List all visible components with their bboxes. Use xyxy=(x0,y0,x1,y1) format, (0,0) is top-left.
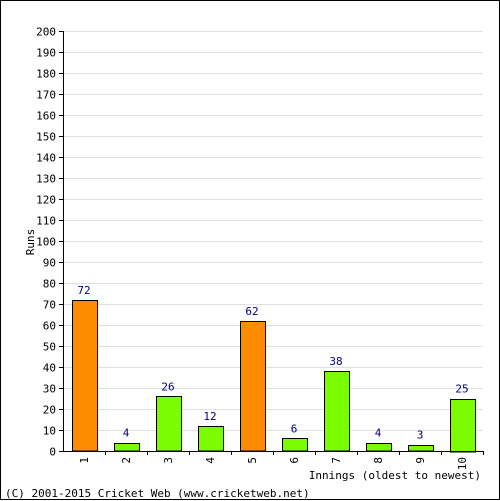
y-axis-label: Runs xyxy=(24,229,37,256)
x-tick-label: 8 xyxy=(372,457,385,464)
x-tick-label: 1 xyxy=(78,457,91,464)
gridlines xyxy=(63,31,483,431)
y-tick-label: 90 xyxy=(43,257,56,270)
y-tick-label: 110 xyxy=(36,215,56,228)
x-tick-label: 2 xyxy=(120,457,133,464)
x-tick-label: 4 xyxy=(204,457,217,464)
x-tick-label: 9 xyxy=(414,457,427,464)
y-tick-label: 10 xyxy=(43,425,56,438)
y-tick-label: 120 xyxy=(36,194,56,207)
y-tick-label: 50 xyxy=(43,341,56,354)
x-tick-label: 10 xyxy=(456,457,469,470)
y-tick-label: 150 xyxy=(36,131,56,144)
y-tick-label: 200 xyxy=(36,26,56,39)
y-tick-label: 60 xyxy=(43,320,56,333)
x-axis-label: Innings (oldest to newest) xyxy=(309,469,481,482)
x-tick-label: 5 xyxy=(246,457,259,464)
y-tick-label: 0 xyxy=(49,446,56,459)
y-tick-label: 20 xyxy=(43,404,56,417)
y-tick-label: 100 xyxy=(36,236,56,249)
bar-innings-10 xyxy=(450,399,476,453)
bar-data-label: 25 xyxy=(455,383,468,396)
y-tick-labels: 0 10 20 30 40 50 60 70 80 90 100 110 120 130 140 150 160… xyxy=(36,26,63,459)
bar-innings-9 xyxy=(408,445,434,452)
y-tick-label: 80 xyxy=(43,278,56,291)
bar-data-label: 72 xyxy=(77,284,90,297)
y-tick-label: 140 xyxy=(36,152,56,165)
bar-innings-1 xyxy=(72,300,98,452)
bar-innings-6 xyxy=(282,438,308,452)
bar-data-label: 26 xyxy=(161,380,174,393)
bar-innings-3 xyxy=(156,396,182,452)
y-tick-label: 160 xyxy=(36,110,56,123)
y-tick-label: 30 xyxy=(43,383,56,396)
bar-data-label: 6 xyxy=(291,422,298,435)
y-tick-label: 180 xyxy=(36,68,56,81)
bar-data-label: 38 xyxy=(329,355,342,368)
copyright-footer: (C) 2001-2015 Cricket Web (www.cricketwe… xyxy=(5,487,310,500)
x-tick-label: 7 xyxy=(330,457,343,464)
bar-data-label: 62 xyxy=(245,305,258,318)
y-tick-label: 170 xyxy=(36,89,56,102)
y-tick-label: 130 xyxy=(36,173,56,186)
x-tick-labels: 1 2 3 4 5 6 7 8 9 10 xyxy=(78,451,484,470)
bar-innings-7 xyxy=(324,371,350,452)
x-tick-label: 6 xyxy=(288,457,301,464)
bar-data-label: 3 xyxy=(417,429,424,442)
bar-innings-4 xyxy=(198,426,224,452)
bar-data-label: 4 xyxy=(123,427,130,440)
bars xyxy=(72,300,476,453)
y-tick-label: 40 xyxy=(43,362,56,375)
y-tick-label: 70 xyxy=(43,299,56,312)
bar-innings-8 xyxy=(366,443,392,452)
x-tick-label: 3 xyxy=(162,457,175,464)
bar-innings-2 xyxy=(114,443,140,452)
bar-data-label: 12 xyxy=(203,410,216,423)
y-tick-label: 190 xyxy=(36,47,56,60)
bar-data-label: 4 xyxy=(375,427,382,440)
data-labels: 72 4 26 12 62 6 38 4 3 25 xyxy=(77,284,468,442)
bar-innings-5 xyxy=(240,321,266,452)
